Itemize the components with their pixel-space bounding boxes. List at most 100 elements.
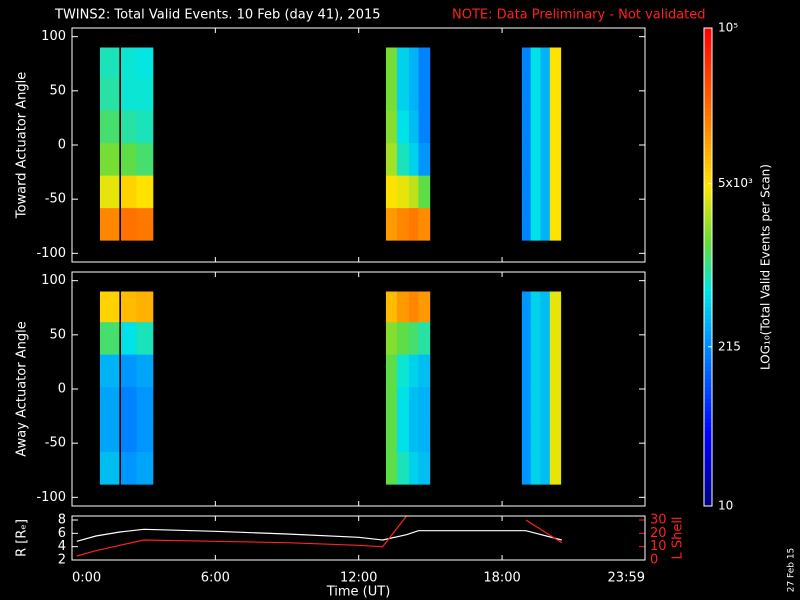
colorbar-step (704, 91, 712, 97)
heat-cell (136, 207, 154, 241)
heat-cell (136, 47, 154, 79)
colorbar-step (704, 191, 712, 196)
colorbar-step (704, 298, 712, 304)
colorbar-step (704, 418, 712, 423)
heat-cell (385, 419, 398, 453)
colorbar-step (704, 39, 712, 45)
colorbar-step (704, 59, 712, 65)
colorbar-step (704, 334, 712, 340)
heat-cell (540, 110, 551, 144)
colorbar-step (704, 462, 712, 467)
colorbar-step (704, 55, 712, 61)
y-tick-label: 4 (58, 539, 66, 554)
heat-cell (136, 321, 154, 355)
heat-cell (418, 386, 431, 420)
colorbar-step (704, 366, 712, 372)
colorbar-step (704, 414, 712, 419)
heat-cell (120, 386, 137, 420)
colorbar-step (704, 103, 712, 109)
heat-cell (396, 291, 410, 323)
heat-cell (396, 142, 410, 176)
colorbar-step (704, 326, 712, 332)
heat-cell (136, 451, 154, 485)
heat-cell (136, 77, 154, 111)
heat-cell (120, 354, 137, 388)
colorbar-step (704, 67, 712, 73)
heat-cell (99, 386, 120, 420)
colorbar-step (704, 446, 712, 451)
colorbar-step (704, 75, 712, 81)
y2-tick-label: 30 (650, 513, 667, 528)
colorbar-step (704, 450, 712, 455)
colorbar-step (704, 350, 712, 356)
heat-cell (136, 175, 154, 209)
heat-cell (385, 386, 398, 420)
heat-cell (540, 386, 551, 420)
heat-cell (418, 291, 431, 323)
heat-cell (549, 77, 562, 111)
heat-cell (549, 386, 562, 420)
colorbar-step (704, 454, 712, 459)
heat-cell (120, 47, 137, 79)
heat-cell (530, 142, 541, 176)
heat-cell (136, 354, 154, 388)
heat-cell (385, 47, 398, 79)
colorbar-step (704, 47, 712, 53)
heat-cell (408, 142, 419, 176)
heat-cell (99, 47, 120, 79)
heat-cell (396, 110, 410, 144)
colorbar-step (704, 159, 712, 164)
y-tick-label: -100 (36, 490, 66, 505)
heat-cell (549, 291, 562, 323)
colorbar-step (704, 438, 712, 443)
heat-cell (99, 77, 120, 111)
y-tick-label: 2 (58, 553, 66, 568)
colorbar-step (704, 143, 712, 148)
colorbar-step (704, 211, 712, 216)
heat-cell (120, 175, 137, 209)
colorbar-step (704, 310, 712, 316)
heat-cell (521, 175, 532, 209)
heat-cell (549, 142, 562, 176)
colorbar-step (704, 478, 712, 483)
colorbar-step (704, 259, 712, 264)
colorbar-tick-label: 10 (718, 499, 733, 513)
colorbar-tick-label: 215 (718, 339, 741, 353)
colorbar-step (704, 251, 712, 256)
heat-cell (408, 47, 419, 79)
colorbar-step (704, 31, 712, 37)
colorbar-step (704, 426, 712, 431)
heat-cell (530, 451, 541, 485)
heat-cell (530, 354, 541, 388)
colorbar-step (704, 183, 712, 188)
heat-cell (99, 451, 120, 485)
heat-cell (530, 207, 541, 241)
heat-cell (396, 451, 410, 485)
y-axis-label: R [Rₑ] (15, 519, 30, 557)
heat-cell (408, 451, 419, 485)
heat-cell (530, 321, 541, 355)
x-tick-label: 6:00 (201, 571, 230, 586)
colorbar-step (704, 302, 712, 308)
colorbar-step (704, 179, 712, 184)
heat-cell (540, 142, 551, 176)
colorbar-step (704, 498, 712, 503)
heat-cell (99, 110, 120, 144)
heat-cell (549, 207, 562, 241)
heat-cell (396, 175, 410, 209)
heat-cell (385, 175, 398, 209)
heat-cell (418, 451, 431, 485)
heat-cell (385, 77, 398, 111)
colorbar-step (704, 390, 712, 395)
heat-cell (99, 419, 120, 453)
colorbar-step (704, 382, 712, 387)
colorbar-step (704, 322, 712, 328)
colorbar-step (704, 430, 712, 435)
heat-cell (396, 354, 410, 388)
heat-cell (408, 110, 419, 144)
colorbar-step (704, 318, 712, 324)
heat-cell (385, 451, 398, 485)
heat-cell (530, 291, 541, 323)
colorbar-step (704, 482, 712, 487)
heat-cell (408, 386, 419, 420)
